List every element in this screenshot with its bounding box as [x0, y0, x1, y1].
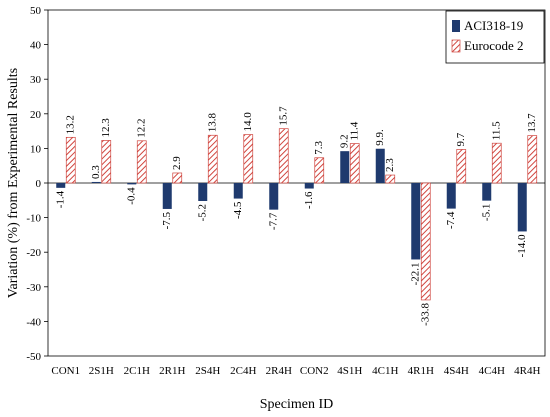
bar-aci318 [482, 183, 492, 201]
y-tick-label: -40 [26, 316, 41, 328]
bar-eurocode2 [527, 135, 538, 184]
y-tick-label: 0 [36, 178, 42, 190]
y-tick-label: 10 [30, 143, 42, 155]
data-label-aci318: -5.2 [196, 204, 208, 221]
x-tick-label: 2C4H [230, 365, 256, 377]
data-label-eurocode2: 15.7 [277, 106, 289, 126]
data-label-eurocode2: 2.3 [384, 158, 396, 172]
bar-eurocode2 [278, 128, 289, 184]
data-label-eurocode2: 14.0 [242, 112, 254, 132]
data-label-eurocode2: 2.9 [171, 156, 183, 170]
data-label-eurocode2: 12.2 [135, 119, 147, 138]
bar-eurocode2 [207, 134, 218, 184]
data-label-eurocode2: 13.8 [206, 113, 218, 133]
y-tick-label: 50 [30, 5, 42, 17]
data-label-eurocode2: -33.8 [419, 302, 431, 325]
x-tick-label: 4C4H [479, 365, 505, 377]
data-label-eurocode2: 11.5 [490, 121, 502, 140]
bar-eurocode2 [491, 142, 502, 184]
x-tick-label: 4R4H [514, 365, 540, 377]
x-tick-label: 4C1H [372, 365, 398, 377]
data-label-eurocode2: 13.7 [526, 113, 538, 133]
x-tick-label: 2S1H [89, 365, 114, 377]
x-tick-label: 2C1H [124, 365, 150, 377]
data-label-aci318: -4.5 [232, 201, 244, 219]
data-label-aci318: -7.7 [267, 212, 279, 230]
bar-eurocode2 [385, 174, 396, 184]
data-label-aci318: -1.6 [303, 191, 315, 209]
data-label-aci318: 9.9. [374, 129, 386, 146]
data-label-eurocode2: 7.3 [313, 140, 325, 154]
y-tick-label: -20 [26, 247, 41, 259]
x-tick-label: 4S1H [337, 365, 362, 377]
x-tick-label: CON1 [51, 365, 80, 377]
data-label-aci318: 0.3 [90, 165, 102, 179]
data-label-aci318: -7.5 [161, 211, 173, 229]
y-axis-label: Variation (%) from Experimental Results [6, 68, 21, 298]
bar-eurocode2 [314, 157, 325, 184]
bar-aci318 [91, 181, 101, 183]
y-tick-label: -30 [26, 282, 41, 294]
legend-label-eurocode: Eurocode 2 [464, 38, 524, 53]
data-label-aci318: -0.4 [125, 187, 137, 205]
data-label-aci318: -22.1 [409, 262, 421, 285]
data-label-aci318: -5.1 [480, 204, 492, 221]
data-label-eurocode2: 12.3 [100, 118, 112, 138]
bar-aci318 [233, 183, 243, 199]
legend-box [445, 10, 545, 64]
data-label-eurocode2: 9.7 [455, 132, 467, 146]
x-tick-label: CON2 [300, 365, 329, 377]
data-label-eurocode2: 13.2 [64, 115, 76, 134]
bar-aci318 [517, 183, 527, 232]
y-tick-label: 40 [30, 40, 42, 52]
x-tick-label: 4S4H [444, 365, 469, 377]
x-tick-label: 2R4H [266, 365, 292, 377]
bar-aci318 [446, 183, 456, 209]
data-label-aci318: -7.4 [445, 211, 457, 229]
data-label-aci318: -14.0 [516, 234, 528, 257]
x-axis-ticks: CON1 2S1H 2C1H 2R1H 2S4H 2C4H 2R4H CON2 4S1H 4C1H… [51, 365, 540, 377]
bar-aci318 [162, 183, 172, 209]
data-label-eurocode2: 11.4 [348, 121, 360, 140]
legend: ACI318-19 Eurocode 2 [445, 10, 545, 64]
bar-eurocode2 [349, 143, 360, 184]
bar-aci318 [304, 183, 314, 189]
bar-aci318 [127, 183, 137, 185]
bar-aci318 [340, 151, 350, 183]
data-labels-group: -1.4 0.3 -0.4 -7.5 -5.2 -4.5 -7.7 -1.6 9.2 9.9. -2… [54, 106, 538, 326]
bar-aci318 [375, 148, 385, 183]
y-tick-label: 20 [30, 109, 42, 121]
legend-swatch-eurocode [451, 39, 461, 53]
bars-group [56, 128, 538, 301]
bar-eurocode2 [456, 149, 467, 184]
bar-eurocode2 [243, 134, 254, 184]
y-axis-ticks: -50 -40 -30 -20 -10 0 10 20 30 40 50 [26, 5, 48, 363]
data-label-aci318: 9.2 [338, 134, 350, 148]
legend-swatch-aci [452, 20, 460, 32]
bar-aci318 [411, 183, 421, 260]
bar-aci318 [269, 183, 279, 210]
x-tick-label: 2R1H [159, 365, 185, 377]
y-tick-label: -50 [26, 351, 41, 363]
legend-label-aci: ACI318-19 [464, 18, 523, 33]
y-tick-label: 30 [30, 74, 42, 86]
x-axis-label: Specimen ID [260, 397, 333, 412]
y-tick-label: -10 [26, 213, 41, 225]
bar-eurocode2 [136, 140, 147, 184]
bar-eurocode2 [172, 172, 183, 184]
bar-aci318 [56, 183, 66, 188]
bar-eurocode2 [420, 182, 431, 301]
bar-aci318 [198, 183, 208, 201]
x-tick-label: 4R1H [408, 365, 434, 377]
x-tick-label: 2S4H [195, 365, 220, 377]
bar-eurocode2 [101, 140, 112, 184]
data-label-aci318: -1.4 [54, 190, 66, 208]
bar-eurocode2 [65, 136, 76, 184]
